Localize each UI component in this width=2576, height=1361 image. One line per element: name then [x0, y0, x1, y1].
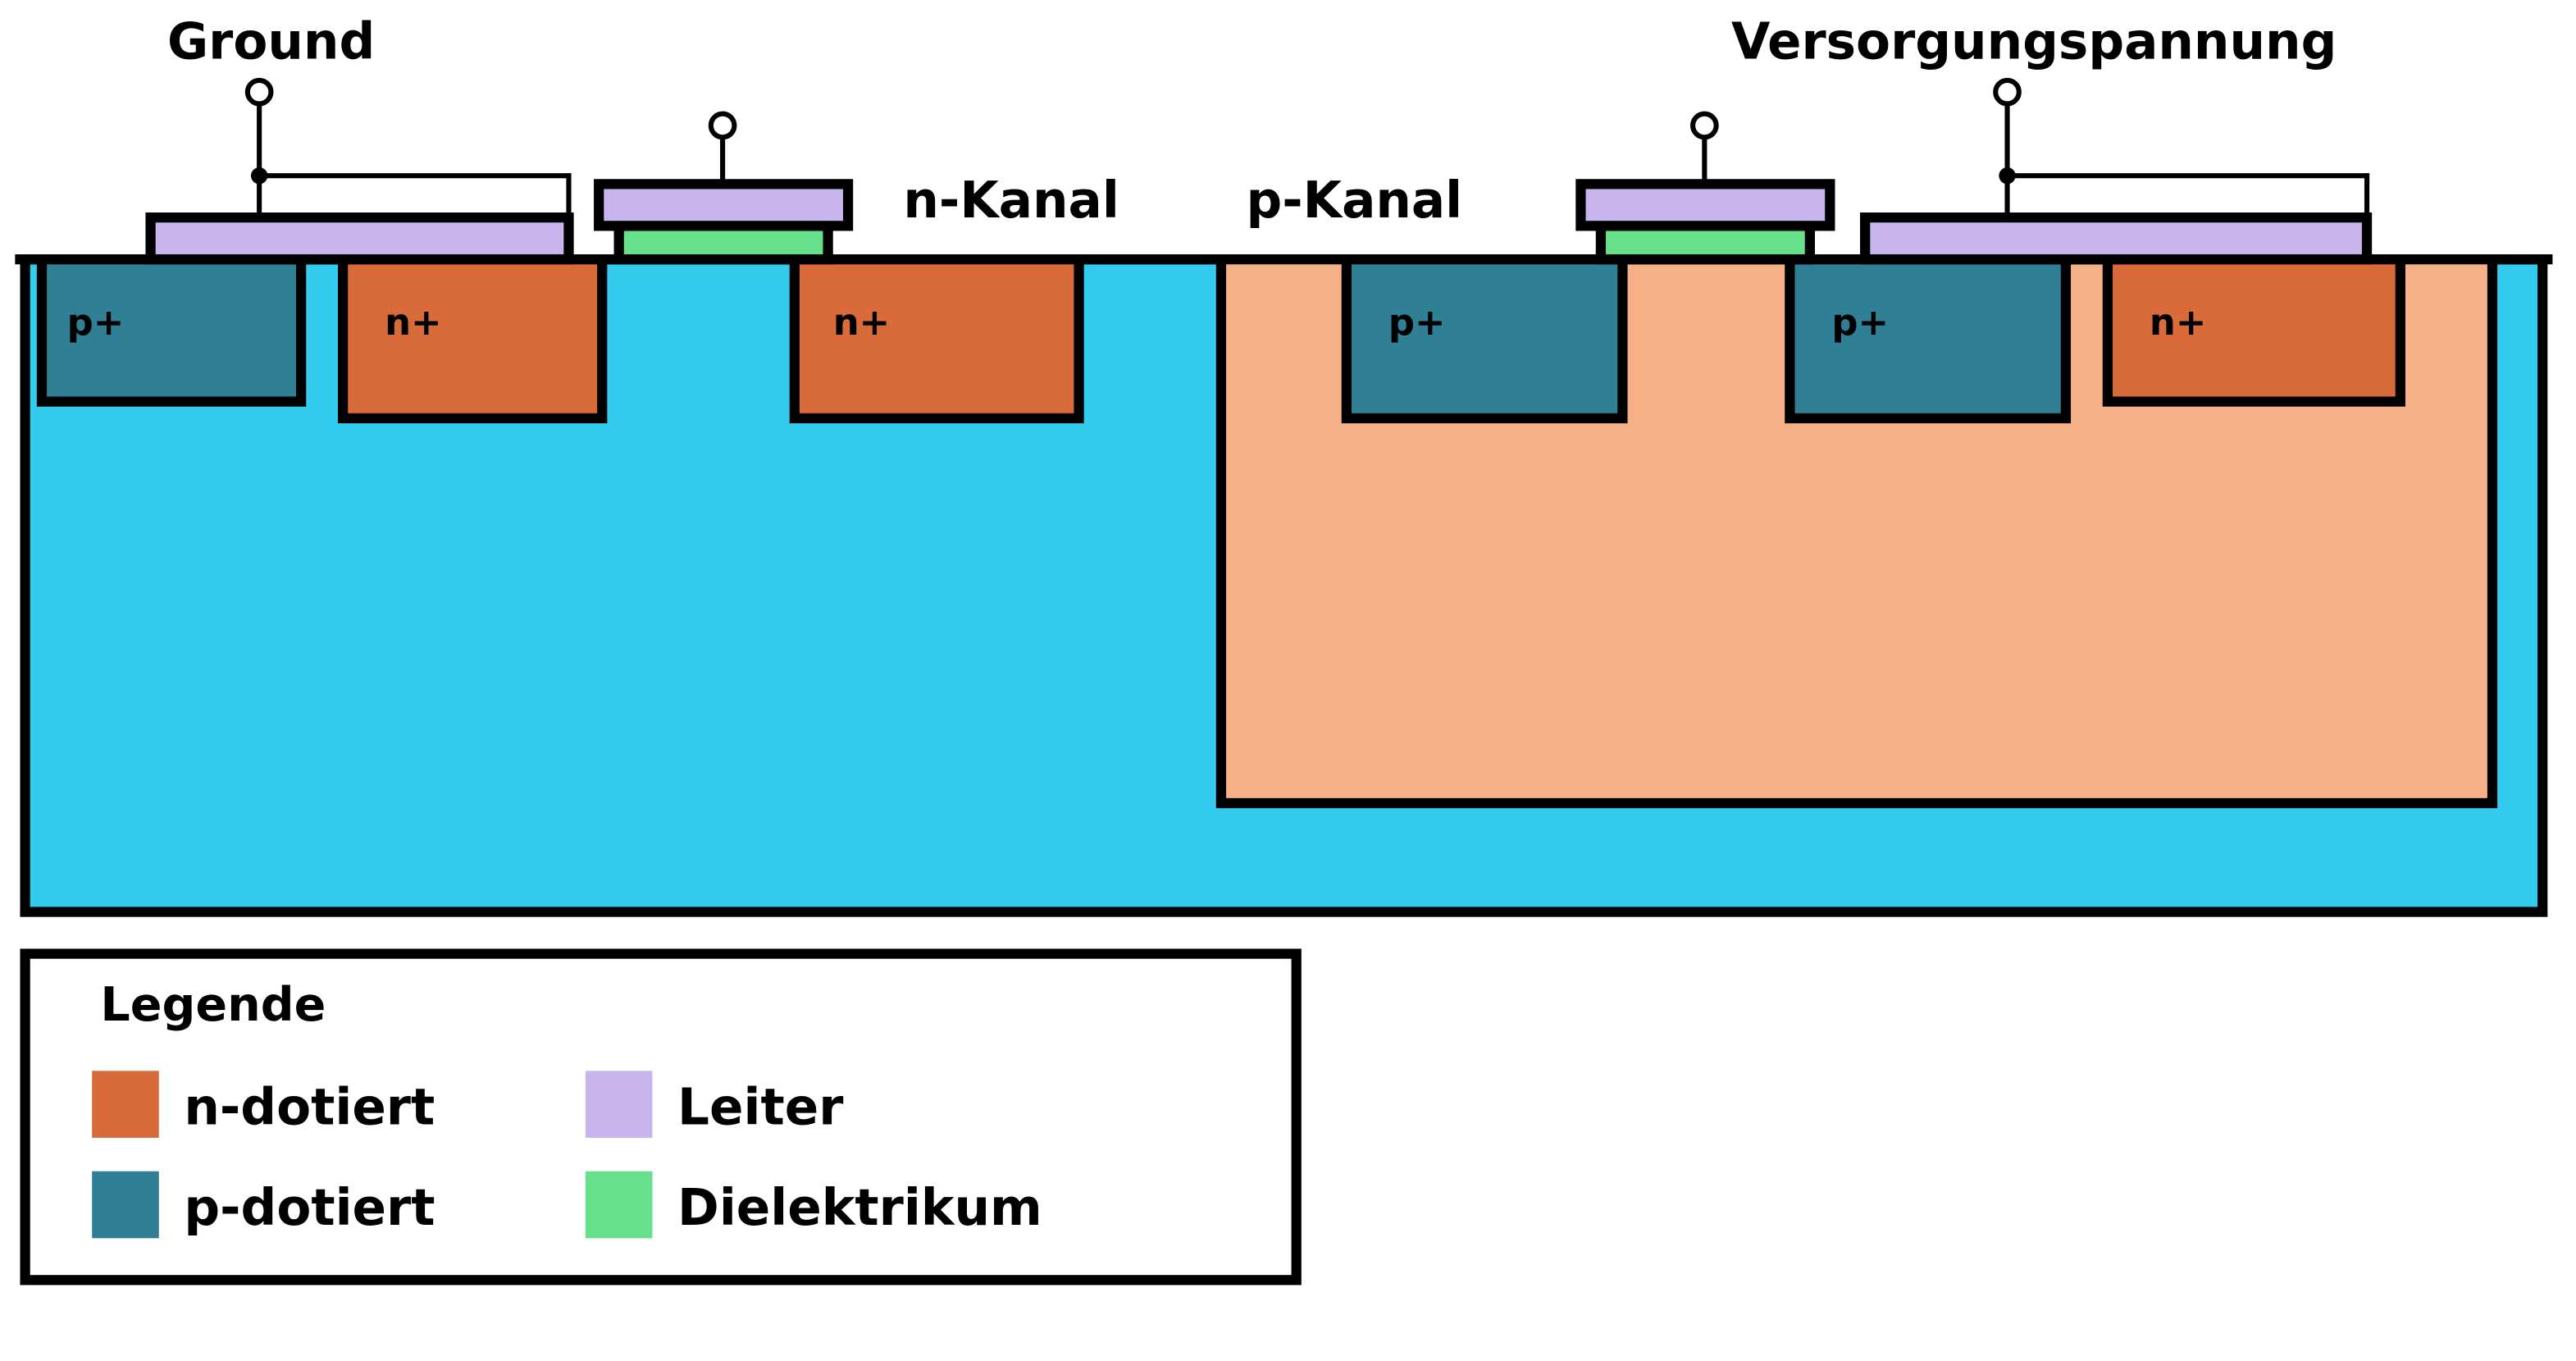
n-channel-label: n-Kanal — [903, 171, 1119, 230]
p-plus-label: p+ — [1388, 300, 1446, 344]
nmos-gate-terminal-icon — [711, 114, 735, 138]
nmos-regions: p+ n+ n+ — [42, 259, 1079, 418]
supply-label: Versorgungspannung — [1731, 12, 2337, 71]
legend-title: Legende — [100, 978, 326, 1032]
legend-swatch — [92, 1071, 159, 1138]
ground-contact-metal — [151, 217, 569, 259]
legend-label: Dielektrikum — [677, 1179, 1042, 1237]
ground-terminal-icon — [248, 80, 271, 104]
legend-label: n-dotiert — [184, 1079, 435, 1137]
n-plus-region: n+ — [343, 259, 602, 418]
cmos-cross-section-diagram: p+ n+ n+ p+ p+ n+ Ground Versorgungspannung n-Ka… — [0, 0, 2576, 1297]
n-plus-region: n+ — [2108, 259, 2400, 401]
nmos-gate-stack — [599, 184, 848, 259]
legend-entry: Leiter — [586, 1071, 844, 1138]
gate-conductor — [1580, 184, 1830, 226]
pmos-gate-stack — [1580, 184, 1830, 259]
gate-conductor — [599, 184, 848, 226]
legend-entry: n-dotiert — [92, 1071, 435, 1138]
legend-entry: p-dotiert — [92, 1171, 435, 1239]
ground-label: Ground — [167, 12, 375, 71]
legend: Legende n-dotiert p-dotiert Leiter Dielektri… — [25, 954, 1297, 1281]
pmos-regions: p+ p+ n+ — [1347, 259, 2400, 418]
n-plus-region: n+ — [795, 259, 1079, 418]
legend-swatch — [92, 1171, 159, 1239]
legend-label: Leiter — [677, 1079, 843, 1137]
legend-label: p-dotiert — [184, 1179, 435, 1237]
p-plus-region: p+ — [1790, 259, 2066, 418]
n-plus-label: n+ — [2150, 300, 2207, 344]
pmos-gate-terminal-icon — [1693, 114, 1717, 138]
p-plus-label: p+ — [67, 300, 125, 344]
supply-terminal-icon — [1995, 80, 2019, 104]
supply-contact-metal — [1865, 217, 2367, 259]
p-channel-label: p-Kanal — [1247, 171, 1463, 230]
p-plus-region: p+ — [42, 259, 301, 401]
p-plus-label: p+ — [1831, 300, 1889, 344]
p-plus-region: p+ — [1347, 259, 1623, 418]
n-plus-label: n+ — [833, 300, 891, 344]
legend-swatch — [586, 1171, 653, 1239]
legend-swatch — [586, 1071, 653, 1138]
n-plus-label: n+ — [385, 300, 442, 344]
